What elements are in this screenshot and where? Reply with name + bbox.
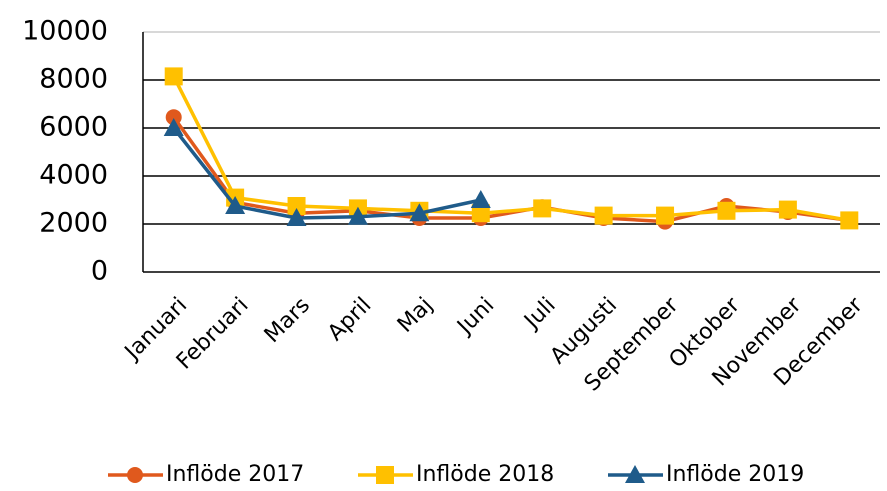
y-tick-label: 2000	[39, 208, 108, 239]
data-point	[163, 118, 184, 136]
data-point	[286, 208, 307, 226]
data-point	[470, 190, 491, 208]
legend-marker	[127, 467, 143, 483]
legend-label: Inflöde 2017	[166, 462, 304, 487]
y-tick-label: 8000	[39, 64, 108, 95]
data-point	[225, 196, 246, 214]
y-tick-label: 10000	[22, 16, 108, 47]
y-tick-label: 4000	[39, 160, 108, 191]
y-tick-label: 0	[91, 256, 108, 287]
legend-marker	[376, 466, 394, 484]
data-point	[717, 201, 736, 220]
data-point	[347, 206, 368, 225]
legend-label: Inflöde 2019	[666, 462, 804, 487]
series-line	[172, 75, 850, 223]
x-tick-label: Juni	[452, 293, 500, 341]
x-tick-label: April	[323, 293, 376, 346]
data-point	[287, 197, 306, 215]
data-point	[778, 200, 797, 219]
x-tick-label: Maj	[393, 293, 438, 338]
y-tick-label: 6000	[39, 112, 108, 143]
legend-marker	[625, 465, 645, 483]
series-line	[172, 126, 482, 220]
data-point	[656, 206, 675, 225]
legend-label: Inflöde 2018	[416, 462, 554, 487]
data-point	[594, 206, 613, 225]
x-tick-label: Mars	[260, 293, 315, 348]
data-point	[409, 203, 430, 222]
data-point	[165, 109, 182, 126]
data-point	[471, 204, 490, 223]
series-line	[172, 116, 850, 224]
data-point	[164, 67, 183, 86]
data-point	[533, 199, 552, 218]
data-point	[840, 211, 859, 230]
x-tick-label: Juli	[519, 293, 561, 335]
